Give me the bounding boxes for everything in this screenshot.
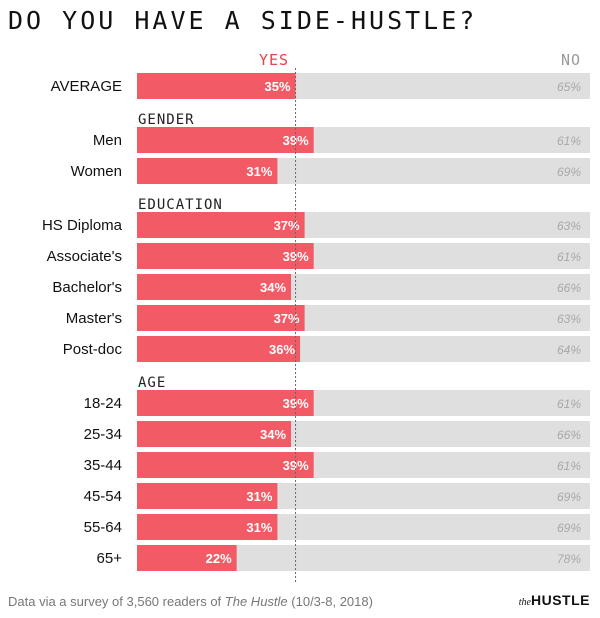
no-value-25-34: 66% bbox=[557, 428, 581, 442]
logo-the: the bbox=[518, 597, 531, 608]
section-label-age: AGE bbox=[138, 375, 166, 391]
yes-value-women: 31% bbox=[246, 164, 272, 179]
yes-bar-women bbox=[137, 158, 278, 184]
yes-value-65: 22% bbox=[206, 551, 232, 566]
yes-value-18-24: 39% bbox=[283, 396, 309, 411]
page-title: DO YOU HAVE A SIDE-HUSTLE? bbox=[8, 6, 478, 35]
yes-bar-18-24 bbox=[137, 390, 314, 416]
yes-bar-45-54 bbox=[137, 483, 278, 509]
source-suffix: (10/3-8, 2018) bbox=[287, 594, 373, 609]
category-label-35-44: 35-44 bbox=[84, 457, 122, 474]
yes-value-average: 35% bbox=[265, 79, 291, 94]
section-label-gender: GENDER bbox=[138, 112, 195, 128]
no-value-65: 78% bbox=[557, 552, 581, 566]
category-label-average: AVERAGE bbox=[51, 78, 122, 95]
yes-header: YES bbox=[259, 51, 289, 69]
no-value-associate-s: 61% bbox=[557, 250, 581, 264]
no-value-average: 65% bbox=[557, 80, 581, 94]
no-value-hs-diploma: 63% bbox=[557, 219, 581, 233]
category-label-master-s: Master's bbox=[66, 310, 122, 327]
no-value-bachelor-s: 66% bbox=[557, 281, 581, 295]
section-label-education: EDUCATION bbox=[138, 197, 223, 213]
yes-value-bachelor-s: 34% bbox=[260, 280, 286, 295]
yes-bar-men bbox=[137, 127, 314, 153]
yes-value-post-doc: 36% bbox=[269, 342, 295, 357]
yes-value-hs-diploma: 37% bbox=[274, 218, 300, 233]
source-prefix: Data via a survey of 3,560 readers of bbox=[8, 594, 225, 609]
yes-bar-hs-diploma bbox=[137, 212, 305, 238]
yes-bar-bachelor-s bbox=[137, 274, 292, 300]
logo-name: HUSTLE bbox=[531, 592, 590, 608]
category-label-associate-s: Associate's bbox=[47, 248, 122, 265]
yes-bar-average bbox=[137, 73, 296, 99]
yes-value-55-64: 31% bbox=[246, 520, 272, 535]
yes-value-25-34: 34% bbox=[260, 427, 286, 442]
category-label-men: Men bbox=[93, 132, 122, 149]
category-label-post-doc: Post-doc bbox=[63, 341, 123, 358]
category-label-25-34: 25-34 bbox=[84, 426, 122, 443]
category-label-18-24: 18-24 bbox=[84, 395, 122, 412]
category-label-45-54: 45-54 bbox=[84, 488, 122, 505]
yes-value-master-s: 37% bbox=[274, 311, 300, 326]
category-label-55-64: 55-64 bbox=[84, 519, 122, 536]
yes-bar-master-s bbox=[137, 305, 305, 331]
no-value-18-24: 61% bbox=[557, 397, 581, 411]
category-label-women: Women bbox=[71, 163, 122, 180]
side-hustle-chart: YES NO AVERAGE 35% 65% GENDER Men 39% 61% Women… bbox=[42, 51, 590, 582]
category-label-65: 65+ bbox=[97, 550, 123, 567]
no-value-master-s: 63% bbox=[557, 312, 581, 326]
source-note: Data via a survey of 3,560 readers of Th… bbox=[8, 594, 373, 609]
yes-bar-post-doc bbox=[137, 336, 301, 362]
hustle-logo: theHUSTLE bbox=[519, 592, 590, 610]
no-value-45-54: 69% bbox=[557, 490, 581, 504]
no-value-35-44: 61% bbox=[557, 459, 581, 473]
category-label-hs-diploma: HS Diploma bbox=[42, 217, 123, 234]
category-label-bachelor-s: Bachelor's bbox=[52, 279, 122, 296]
yes-bar-35-44 bbox=[137, 452, 314, 478]
yes-bar-25-34 bbox=[137, 421, 292, 447]
yes-bar-55-64 bbox=[137, 514, 278, 540]
no-value-post-doc: 64% bbox=[557, 343, 581, 357]
no-header: NO bbox=[561, 51, 581, 69]
bar-rows: AVERAGE 35% 65% GENDER Men 39% 61% Women 31% 69% E… bbox=[42, 73, 590, 571]
yes-value-45-54: 31% bbox=[246, 489, 272, 504]
yes-bar-associate-s bbox=[137, 243, 314, 269]
source-publication: The Hustle bbox=[224, 594, 288, 609]
no-value-women: 69% bbox=[557, 165, 581, 179]
no-value-men: 61% bbox=[557, 134, 581, 148]
yes-bar-65 bbox=[137, 545, 237, 571]
no-value-55-64: 69% bbox=[557, 521, 581, 535]
